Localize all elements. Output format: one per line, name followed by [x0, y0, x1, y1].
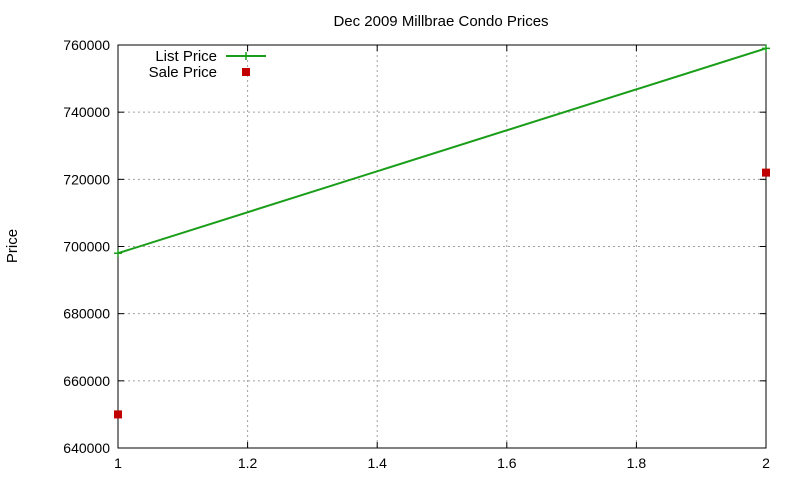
data-point [114, 249, 122, 258]
axis-ticks: 1 1.2 1.4 1.6 1.8 2 640000 660000 680000 700000 72… [63, 37, 770, 471]
y-tick-label: 700000 [63, 239, 110, 255]
y-tick-label: 740000 [63, 104, 110, 120]
x-tick-label: 2 [762, 455, 770, 471]
y-tick-label: 680000 [63, 306, 110, 322]
y-axis-label: Price [4, 229, 21, 263]
grid [118, 45, 766, 448]
x-tick-label: 1.4 [367, 455, 387, 471]
legend-marker [242, 68, 250, 76]
x-tick-label: 1.6 [497, 455, 517, 471]
series-line [117, 47, 767, 255]
legend-label: Sale Price [149, 64, 217, 81]
x-tick-label: 1 [114, 455, 122, 471]
legend-label: List Price [155, 48, 217, 65]
x-tick-label: 1.8 [627, 455, 647, 471]
y-tick-label: 760000 [63, 37, 110, 53]
data-point [762, 168, 770, 177]
series-1 [114, 168, 770, 419]
data-point [114, 410, 122, 419]
x-tick-label: 1.2 [238, 455, 258, 471]
y-tick-label: 640000 [63, 440, 110, 456]
series-0 [114, 44, 770, 258]
chart-title: Dec 2009 Millbrae Condo Prices [333, 13, 548, 30]
series [114, 44, 770, 419]
y-tick-label: 720000 [63, 171, 110, 187]
data-point [762, 44, 770, 53]
y-tick-label: 660000 [63, 373, 110, 389]
legend-marker [242, 52, 250, 60]
